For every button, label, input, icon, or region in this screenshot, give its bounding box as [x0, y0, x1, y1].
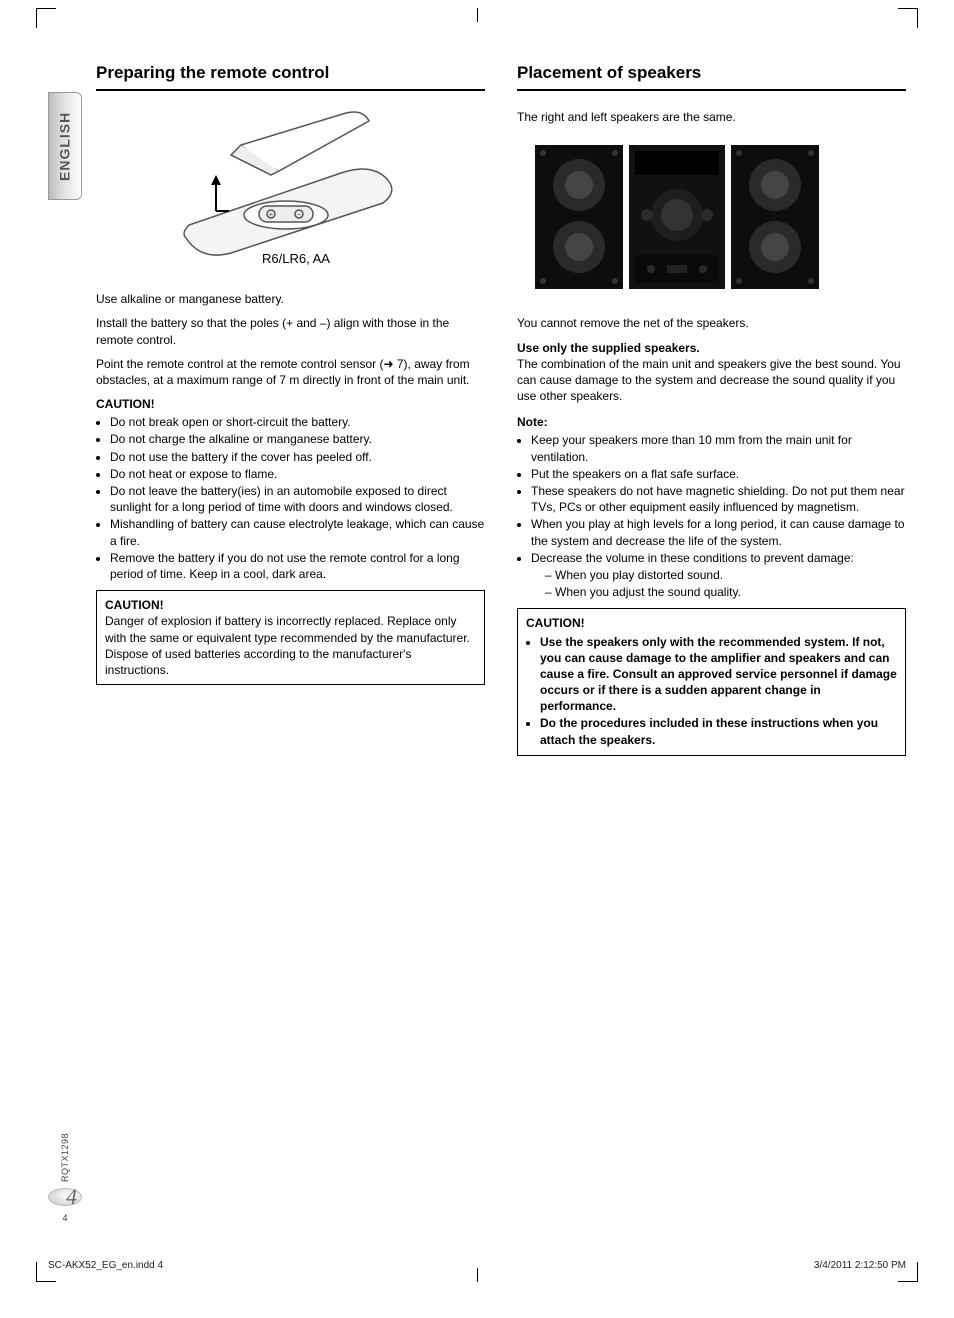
caution-heading: CAUTION!	[96, 396, 485, 412]
para-battery-type: Use alkaline or manganese battery.	[96, 291, 485, 307]
para-cannot-remove: You cannot remove the net of the speaker…	[517, 315, 906, 331]
caution-box-text: Danger of explosion if battery is incorr…	[105, 613, 476, 678]
list-item: When you play distorted sound.	[545, 567, 906, 583]
caution-box-left: CAUTION! Danger of explosion if battery …	[96, 590, 485, 685]
list-item: When you play at high levels for a long …	[531, 516, 906, 548]
page-oval: 4	[48, 1188, 82, 1206]
arrow-icon: ➜	[383, 357, 393, 371]
crop-mark	[898, 8, 918, 28]
para-same-speakers: The right and left speakers are the same…	[517, 109, 906, 125]
caution-box-label: CAUTION!	[526, 615, 897, 631]
txt: Point the remote control at the remote c…	[96, 357, 383, 371]
list-item: Do not break open or short-circuit the b…	[110, 414, 485, 430]
remote-figure: + − R6/LR6, AA	[96, 103, 485, 277]
note-label: Note:	[517, 414, 906, 430]
remote-illustration: + − R6/LR6, AA	[171, 103, 411, 273]
svg-text:−: −	[296, 210, 301, 219]
side-page-indicator: RQTX1298 4 4	[48, 1133, 82, 1224]
two-column-layout: Preparing the remote control + −	[96, 62, 906, 756]
doc-code: RQTX1298	[59, 1133, 71, 1182]
page-content: ENGLISH Preparing the remote control +	[48, 62, 906, 1248]
list-item: Mishandling of battery can cause electro…	[110, 516, 485, 548]
footer-file: SC-AKX52_EG_en.indd 4	[48, 1259, 163, 1273]
left-column: Preparing the remote control + −	[96, 62, 485, 756]
caution-box-label: CAUTION!	[105, 597, 476, 613]
list-item: Do not use the battery if the cover has …	[110, 449, 485, 465]
print-footer: SC-AKX52_EG_en.indd 4 3/4/2011 2:12:50 P…	[48, 1259, 906, 1273]
speakers-figure	[527, 137, 906, 301]
language-tab: ENGLISH	[48, 92, 82, 200]
crop-mark	[477, 8, 478, 22]
list-item: Decrease the volume in these conditions …	[531, 550, 906, 601]
page-number-italic: 4	[66, 1182, 77, 1212]
list-item: Remove the battery if you do not use the…	[110, 550, 485, 582]
list-item: When you adjust the sound quality.	[545, 584, 906, 600]
caution-list: Do not break open or short-circuit the b…	[96, 414, 485, 582]
battery-type-label: R6/LR6, AA	[262, 251, 330, 266]
para-point-remote: Point the remote control at the remote c…	[96, 356, 485, 388]
list-item: Use the speakers only with the recommend…	[540, 634, 897, 715]
svg-text:+: +	[268, 210, 273, 219]
caution-box-bullets: Use the speakers only with the recommend…	[526, 634, 897, 748]
list-item: Do not leave the battery(ies) in an auto…	[110, 483, 485, 515]
footer-timestamp: 3/4/2011 2:12:50 PM	[814, 1259, 906, 1273]
page-number-small: 4	[62, 1212, 67, 1224]
para-install: Install the battery so that the poles (+…	[96, 315, 485, 347]
right-column: Placement of speakers The right and left…	[517, 62, 906, 756]
note-list: Keep your speakers more than 10 mm from …	[517, 432, 906, 600]
list-item: Do not heat or expose to flame.	[110, 466, 485, 482]
speakers-illustration	[527, 137, 827, 297]
heading-remote: Preparing the remote control	[96, 62, 485, 91]
sub-list: When you play distorted sound.When you a…	[531, 567, 906, 600]
crop-mark	[36, 8, 56, 28]
supplied-heading: Use only the supplied speakers.	[517, 340, 906, 356]
heading-speakers: Placement of speakers	[517, 62, 906, 91]
list-item: Put the speakers on a flat safe surface.	[531, 466, 906, 482]
supplied-text: The combination of the main unit and spe…	[517, 356, 906, 405]
caution-box-right: CAUTION! Use the speakers only with the …	[517, 608, 906, 756]
list-item: Keep your speakers more than 10 mm from …	[531, 432, 906, 464]
list-item: Do not charge the alkaline or manganese …	[110, 431, 485, 447]
list-item: Do the procedures included in these inst…	[540, 715, 897, 747]
list-item: These speakers do not have magnetic shie…	[531, 483, 906, 515]
